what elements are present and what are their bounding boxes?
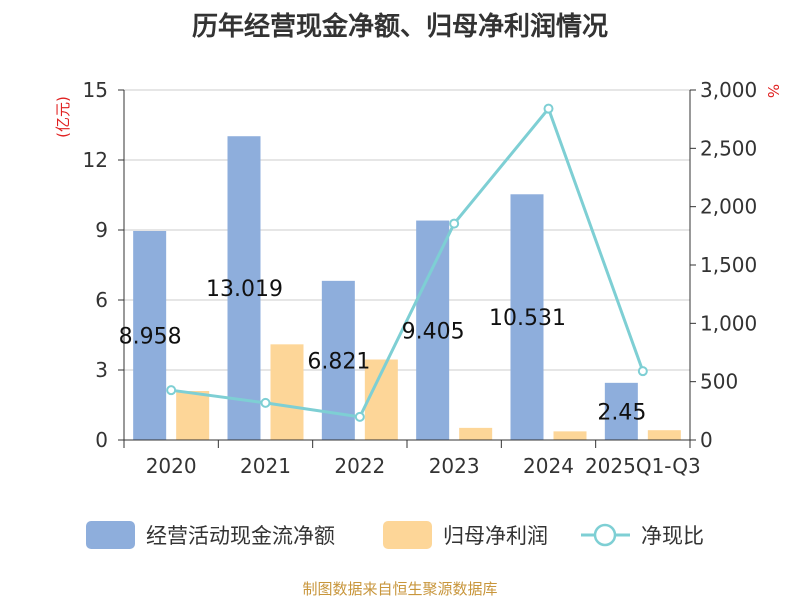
- ratio-point: [449, 218, 460, 229]
- right-axis-tick-label: 0: [700, 428, 713, 452]
- bar-cash-flow: [227, 136, 261, 440]
- x-axis-tick-label: 2022: [334, 454, 385, 478]
- left-axis-tick-label: 9: [95, 218, 108, 242]
- left-axis-unit-label: (亿元): [54, 96, 72, 138]
- right-axis-tick-label: 1,000: [700, 311, 757, 335]
- legend: 经营活动现金流净额 归母净利润 净现比: [86, 521, 704, 549]
- ratio-line: [166, 103, 648, 422]
- data-labels: 8.958 13.019 6.821 9.405 10.531 2.45: [119, 277, 647, 425]
- legend-swatch-net-profit: [383, 521, 432, 549]
- bar-net-profit: [270, 344, 304, 440]
- data-label-cash-flow: 8.958: [119, 324, 182, 349]
- x-axis-tick-label: 2021: [240, 454, 291, 478]
- data-label-cash-flow: 9.405: [402, 319, 465, 344]
- data-label-cash-flow: 13.019: [206, 277, 283, 302]
- bar-net-profit: [176, 391, 210, 440]
- data-label-cash-flow: 2.45: [597, 400, 646, 425]
- x-axis-tick-label: 2025Q1-Q3: [585, 454, 701, 478]
- grid: [124, 89, 690, 371]
- ratio-point: [354, 411, 365, 422]
- data-label-cash-flow: 6.821: [307, 349, 370, 374]
- bar-cash-flow: [133, 230, 167, 440]
- ratio-line-path: [170, 105, 645, 419]
- ratio-point: [543, 103, 554, 114]
- legend-swatch-cash-flow: [86, 521, 135, 549]
- left-axis-tick-label: 12: [83, 148, 108, 172]
- bar-cash-flow: [416, 220, 450, 440]
- chart-title: 历年经营现金净额、归母净利润情况: [191, 12, 608, 42]
- source-note: 制图数据来自恒生聚源数据库: [302, 580, 498, 598]
- legend-item-ratio[interactable]: 净现比: [581, 523, 704, 548]
- data-label-cash-flow: 10.531: [489, 306, 566, 331]
- axes: 0 3 6 9 12 15 0 500 1,000 1,500 2,000 2,500 3,000 202…: [83, 78, 758, 478]
- left-axis-tick-label: 0: [95, 428, 108, 452]
- left-axis-tick-label: 15: [83, 78, 108, 102]
- legend-item-cash-flow[interactable]: 经营活动现金流净额: [86, 521, 335, 549]
- x-axis-tick-label: 2023: [429, 454, 480, 478]
- bar-cash-flow: [510, 194, 544, 440]
- bar-net-profit: [647, 430, 681, 440]
- right-axis-tick-label: 500: [700, 370, 738, 394]
- legend-label-net-profit: 归母净利润: [443, 524, 548, 548]
- right-axis-tick-label: 2,500: [700, 136, 757, 160]
- bar-net-profit: [553, 431, 587, 440]
- bar-net-profit: [459, 427, 493, 440]
- right-axis-tick-label: 3,000: [700, 78, 757, 102]
- x-axis-tick-label: 2024: [523, 454, 574, 478]
- legend-item-net-profit[interactable]: 归母净利润: [383, 521, 548, 549]
- legend-label-cash-flow: 经营活动现金流净额: [146, 524, 335, 548]
- legend-swatch-ratio-marker: [593, 523, 617, 547]
- ratio-point: [637, 366, 648, 377]
- left-axis-tick-label: 6: [95, 288, 108, 312]
- legend-label-ratio: 净现比: [641, 524, 704, 548]
- x-axis-tick-label: 2020: [146, 454, 197, 478]
- left-axis-tick-label: 3: [95, 358, 108, 382]
- bar-cash-flow: [604, 382, 638, 440]
- right-axis-unit-label: %: [764, 84, 782, 98]
- ratio-point: [260, 397, 271, 408]
- right-axis-tick-label: 1,500: [700, 253, 757, 277]
- ratio-point: [166, 385, 177, 396]
- right-axis-tick-label: 2,000: [700, 195, 757, 219]
